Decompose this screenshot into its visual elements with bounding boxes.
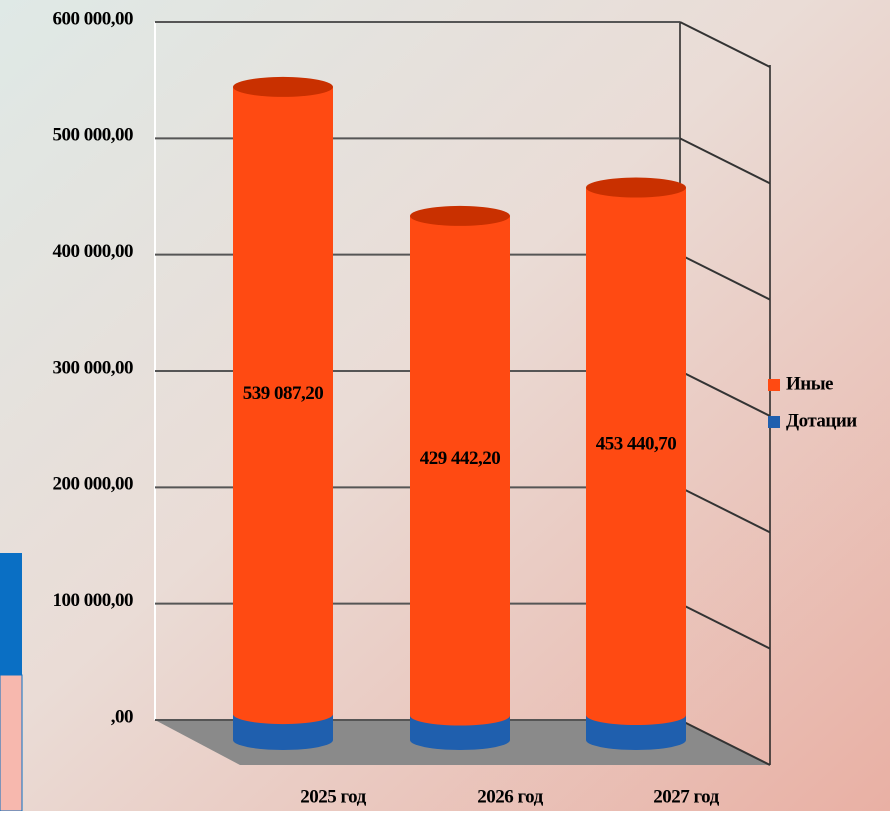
legend-label: Дотации bbox=[786, 410, 857, 431]
bar-top bbox=[233, 77, 333, 97]
legend-swatch bbox=[768, 379, 780, 391]
x-tick-label: 2027 год bbox=[653, 786, 719, 807]
y-tick-label: 300 000,00 bbox=[53, 357, 134, 378]
y-tick-label: ,00 bbox=[111, 706, 133, 727]
bar-top bbox=[586, 178, 686, 198]
x-tick-label: 2025 год bbox=[300, 786, 366, 807]
decor-block bbox=[0, 675, 22, 811]
y-tick-label: 400 000,00 bbox=[53, 241, 134, 262]
x-tick-label: 2026 год bbox=[477, 786, 543, 807]
y-tick-label: 100 000,00 bbox=[53, 590, 134, 611]
value-label: 429 442,20 bbox=[420, 448, 501, 469]
bar bbox=[233, 87, 333, 724]
y-tick-label: 500 000,00 bbox=[53, 125, 134, 146]
value-label: 453 440,70 bbox=[596, 434, 677, 455]
bar-top bbox=[410, 206, 510, 226]
value-label: 539 087,20 bbox=[243, 383, 324, 404]
chart: ,00 100 000,00 200 000,00 300 000,00 400 000… bbox=[0, 0, 890, 811]
y-tick-label: 200 000,00 bbox=[53, 474, 134, 495]
y-tick-label: 600 000,00 bbox=[53, 8, 134, 29]
bar bbox=[586, 188, 686, 726]
bar bbox=[410, 216, 510, 726]
legend-label: Иные bbox=[786, 373, 833, 394]
legend-swatch bbox=[768, 416, 780, 428]
decor-block bbox=[0, 553, 22, 675]
